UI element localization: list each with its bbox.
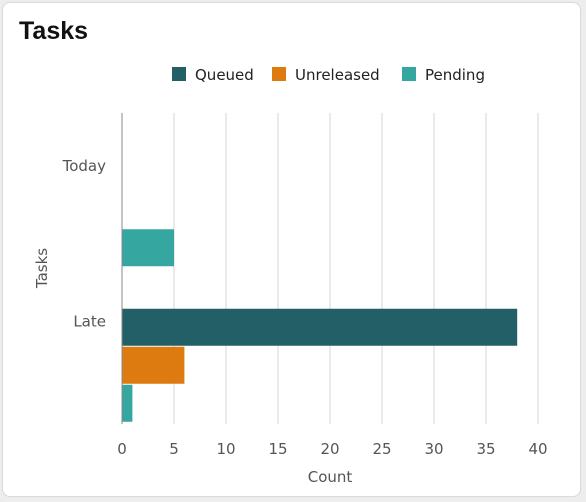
x-tick-label: 5 [169, 440, 179, 458]
x-axis-ticks: 0 5 10 15 20 25 30 35 40 [117, 440, 547, 458]
y-tick-label: Late [73, 312, 106, 330]
y-axis-ticks: Today Late [62, 157, 107, 331]
y-tick-label: Today [62, 157, 107, 175]
x-tick-label: 30 [424, 440, 443, 458]
x-tick-label: 15 [268, 440, 287, 458]
legend-label-queued[interactable]: Queued [195, 66, 254, 84]
bar-unreleased-late[interactable] [122, 346, 185, 384]
x-axis-title: Count [308, 468, 353, 486]
legend-label-unreleased[interactable]: Unreleased [295, 66, 380, 84]
x-tick-label: 0 [117, 440, 127, 458]
legend-label-pending[interactable]: Pending [425, 66, 485, 84]
bar-pending-late[interactable] [122, 384, 133, 422]
x-tick-label: 20 [320, 440, 339, 458]
legend: Queued Unreleased Pending [172, 66, 485, 84]
x-tick-label: 25 [372, 440, 391, 458]
bars [122, 229, 518, 422]
legend-swatch-queued [172, 67, 186, 81]
x-tick-label: 35 [476, 440, 495, 458]
legend-swatch-pending [402, 67, 416, 81]
bar-queued-late[interactable] [122, 308, 518, 346]
legend-swatch-unreleased [272, 67, 286, 81]
gridlines [173, 113, 539, 424]
bar-pending-today[interactable] [122, 229, 174, 267]
x-tick-label: 40 [528, 440, 547, 458]
card-title: Tasks [19, 17, 89, 45]
y-axis-title: Tasks [33, 248, 51, 289]
chart-card: Tasks [2, 2, 581, 497]
x-tick-label: 10 [216, 440, 235, 458]
